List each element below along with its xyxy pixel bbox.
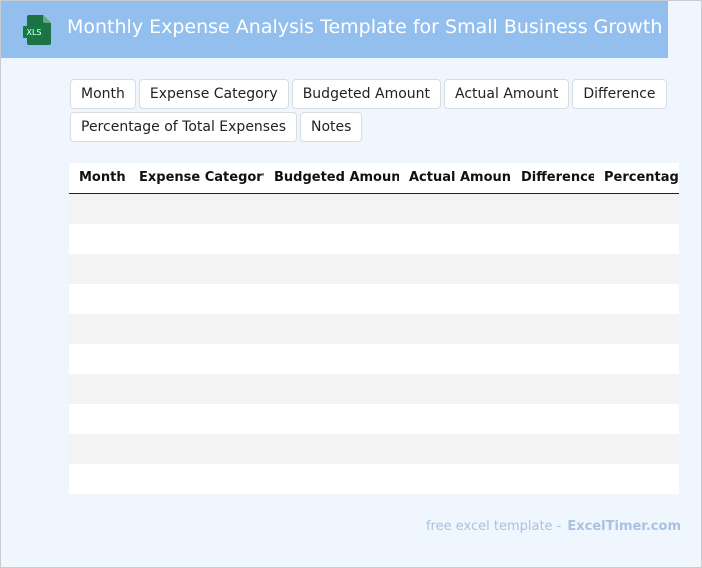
footer-site: ExcelTimer.com bbox=[567, 519, 681, 534]
table-row bbox=[69, 344, 679, 374]
header-cell: Month bbox=[79, 170, 126, 185]
table-row bbox=[69, 254, 679, 284]
table-header: Month Expense Category Budgeted Amount Actu… bbox=[69, 163, 679, 194]
header-cell: Difference bbox=[521, 170, 594, 185]
header-cell: Percentage bbox=[604, 170, 679, 185]
column-chip: Notes bbox=[300, 112, 363, 142]
table-row bbox=[69, 284, 679, 314]
header-cell: Budgeted Amount bbox=[274, 170, 399, 185]
table-row bbox=[69, 404, 679, 434]
column-chip: Month bbox=[70, 79, 136, 109]
column-chip: Percentage of Total Expenses bbox=[70, 112, 298, 142]
table-row bbox=[69, 314, 679, 344]
column-chip: Expense Category bbox=[138, 79, 289, 109]
table-row bbox=[69, 194, 679, 224]
header-cell: Expense Category bbox=[139, 170, 264, 185]
column-chip: Difference bbox=[572, 79, 667, 109]
file-icon: XLS bbox=[23, 15, 51, 45]
table-row bbox=[69, 434, 679, 464]
column-chips: Month Expense Category Budgeted Amount Actu… bbox=[70, 79, 670, 142]
footer: free excel template - ExcelTimer.com bbox=[426, 519, 681, 534]
table-row bbox=[69, 224, 679, 254]
footer-text: free excel template - bbox=[425, 519, 562, 534]
header-cell: Actual Amount bbox=[409, 170, 511, 185]
table-body bbox=[69, 194, 679, 494]
table-row bbox=[69, 374, 679, 404]
table-row bbox=[69, 464, 679, 494]
column-chip: Actual Amount bbox=[444, 79, 570, 109]
column-chip: Budgeted Amount bbox=[291, 79, 442, 109]
title: Monthly Expense Analysis Template for Sm… bbox=[67, 16, 663, 38]
header-bar: XLS Monthly Expense Analysis Template fo… bbox=[1, 1, 668, 58]
table: Month Expense Category Budgeted Amount Actu… bbox=[69, 163, 679, 494]
icon-label: XLS bbox=[26, 28, 41, 37]
